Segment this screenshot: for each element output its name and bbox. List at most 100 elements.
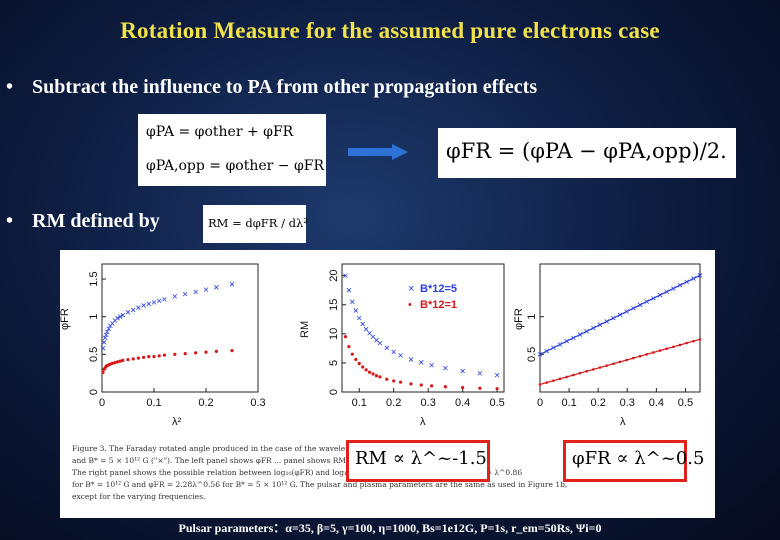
data-point <box>121 358 125 362</box>
data-point <box>384 345 390 351</box>
x-tick-label: 0.2 <box>591 397 606 409</box>
x-tick-label: 0.3 <box>250 397 265 409</box>
data-point <box>194 351 198 355</box>
data-point <box>443 385 448 389</box>
data-point <box>617 312 623 318</box>
y-tick-label: 15 <box>328 299 340 311</box>
data-point <box>398 353 403 358</box>
right-xlabel: λ <box>620 416 626 428</box>
data-point <box>118 359 122 363</box>
data-point <box>110 361 114 365</box>
x-tick-label: 0.3 <box>620 397 635 409</box>
data-point <box>100 346 106 351</box>
data-point <box>350 352 354 356</box>
data-point <box>136 305 141 310</box>
data-point <box>101 340 107 345</box>
data-point <box>391 349 396 355</box>
caption-line: and B* = 5 × 10¹² G ("×"). The left pane… <box>72 456 356 465</box>
legend-label-1: B*12=5 <box>420 283 457 295</box>
data-point <box>408 357 414 362</box>
middle-xlabel: λ <box>420 416 426 428</box>
data-point <box>598 366 602 369</box>
x-tick-label: 0.2 <box>386 397 401 409</box>
data-point <box>131 357 135 361</box>
data-point <box>102 335 108 341</box>
data-point <box>146 301 152 307</box>
data-point <box>172 294 178 299</box>
data-point <box>182 291 188 297</box>
data-point <box>203 287 209 292</box>
data-point <box>346 287 352 293</box>
plots-svg: φFR λ² RM λ φFR λ × B*12=5 • B*12=1 0 0.1… <box>60 263 703 428</box>
data-point <box>229 282 235 287</box>
data-point <box>418 360 424 365</box>
data-point <box>347 345 351 349</box>
data-point <box>652 351 655 354</box>
data-point <box>101 370 105 375</box>
middle-legend: × B*12=5 • B*12=1 <box>408 283 457 311</box>
data-point <box>157 354 161 358</box>
figure-panel: φFR λ² RM λ φFR λ × B*12=5 • B*12=1 0 0.1… <box>60 250 715 518</box>
data-point <box>162 297 167 302</box>
data-point <box>367 370 372 374</box>
x-tick-label: 0.4 <box>455 397 470 409</box>
data-point <box>120 312 126 318</box>
data-point <box>677 282 683 288</box>
data-point <box>658 349 662 352</box>
legend-marker-2: • <box>408 299 412 311</box>
data-point <box>572 373 575 377</box>
data-point <box>367 330 372 336</box>
x-tick-label: 0.1 <box>146 397 161 409</box>
y-tick-label: 0 <box>88 389 100 395</box>
data-point <box>364 368 368 372</box>
data-point <box>398 380 403 384</box>
data-point <box>350 299 355 305</box>
data-point <box>605 364 608 367</box>
x-tick-label: 0 <box>99 397 105 409</box>
data-point <box>115 315 120 321</box>
data-point <box>370 334 376 340</box>
data-point <box>204 350 208 354</box>
data-point <box>698 337 702 341</box>
y-tick-label: 1.5 <box>88 271 100 286</box>
data-point <box>183 352 187 356</box>
right-plot-frame <box>539 263 701 393</box>
left-plot-frame <box>101 263 259 393</box>
data-point <box>685 341 688 345</box>
data-point <box>665 347 668 351</box>
data-point <box>141 303 146 308</box>
data-point <box>545 381 548 384</box>
data-point <box>612 362 615 366</box>
data-point <box>632 356 635 360</box>
caption-line: Figure 3. The Faraday rotated angle prod… <box>72 444 447 453</box>
data-point <box>378 375 382 379</box>
bullet-marker: • <box>6 210 14 232</box>
data-point <box>419 383 423 387</box>
highlight-rm-relation: RM ∝ λ^~-1.5 <box>346 440 490 482</box>
data-point <box>578 371 582 375</box>
data-point <box>678 343 682 347</box>
data-point <box>104 329 110 335</box>
pulsar-parameters: Pulsar parameters：α=35, β=5, γ=100, η=10… <box>178 521 602 535</box>
data-point <box>360 321 365 327</box>
data-point <box>126 358 130 362</box>
y-tick-label: 20 <box>328 270 340 282</box>
caption-line: for B* = 10¹² G and φFR = 2.28λ^0.56 for… <box>72 480 568 489</box>
data-point <box>537 352 543 357</box>
data-point <box>374 374 379 378</box>
data-point <box>125 309 131 315</box>
data-point <box>117 314 123 319</box>
data-point <box>361 365 365 369</box>
data-point <box>692 339 695 343</box>
data-point <box>162 353 166 357</box>
x-tick-label: 0.1 <box>352 397 367 409</box>
x-tick-label: 0.2 <box>198 397 213 409</box>
data-point <box>136 356 140 360</box>
data-point <box>564 338 569 344</box>
data-point <box>577 332 583 337</box>
data-point <box>430 384 434 388</box>
left-ylabel: φFR <box>60 308 71 330</box>
x-tick-label: 0.1 <box>561 397 576 409</box>
caption-line: except for the varying frequencies. <box>72 492 206 501</box>
data-point <box>651 296 656 301</box>
